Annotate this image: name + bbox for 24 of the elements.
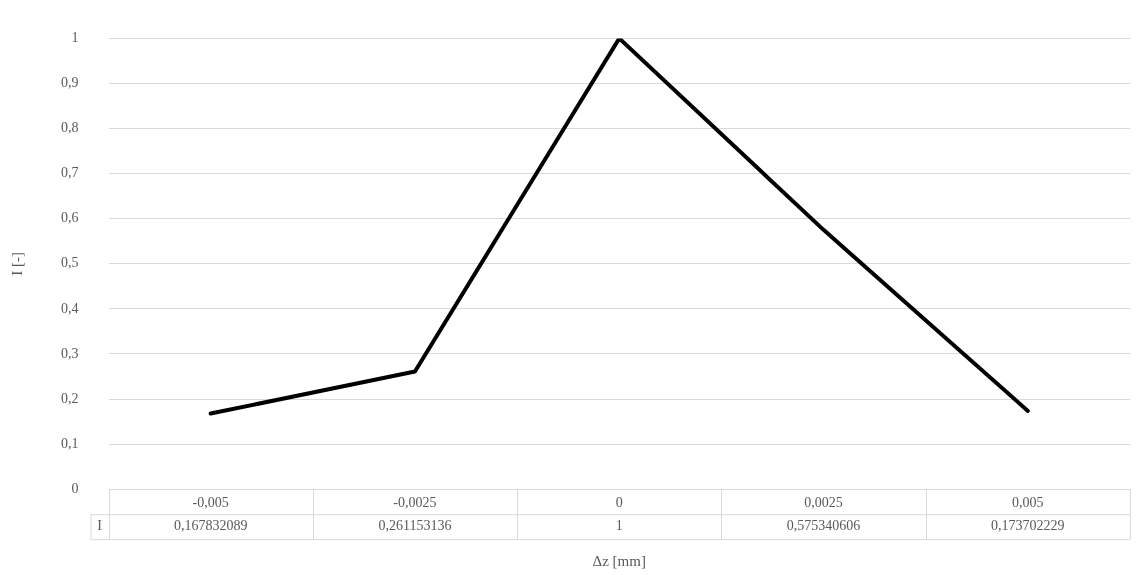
y-tick-label: 0,3 — [61, 345, 79, 361]
y-tick-label: 0,2 — [61, 390, 79, 406]
data-label: 0,575340606 — [786, 518, 861, 534]
y-tick-label: 0 — [71, 480, 79, 496]
text: I — [97, 518, 103, 534]
x-tick-label: -0,005 — [192, 495, 229, 511]
y-tick-label: 0,9 — [61, 75, 79, 91]
y-tick-label: 0,1 — [61, 435, 79, 451]
data-label: 1 — [615, 518, 623, 534]
y-tick-label: 0,7 — [61, 165, 79, 181]
y-axis-title: I [-] — [8, 251, 25, 276]
data-label: 0,167832089 — [173, 518, 248, 534]
y-tick-label: 0,8 — [61, 120, 79, 136]
x-axis-title: Δz [mm] — [592, 552, 646, 569]
x-tick-label: -0,0025 — [393, 495, 437, 511]
y-tick-label: 1 — [71, 30, 79, 46]
data-label: 0,261153136 — [378, 518, 452, 534]
x-tick-label: 0 — [615, 495, 623, 511]
x-tick-label: 0,005 — [1012, 495, 1044, 511]
x-tick-label: 0,0025 — [804, 495, 843, 511]
y-tick-label: 0,4 — [61, 300, 79, 316]
data-label: 0,173702229 — [991, 518, 1065, 534]
y-tick-label: 0,5 — [61, 255, 79, 271]
y-tick-label: 0,6 — [61, 210, 79, 226]
